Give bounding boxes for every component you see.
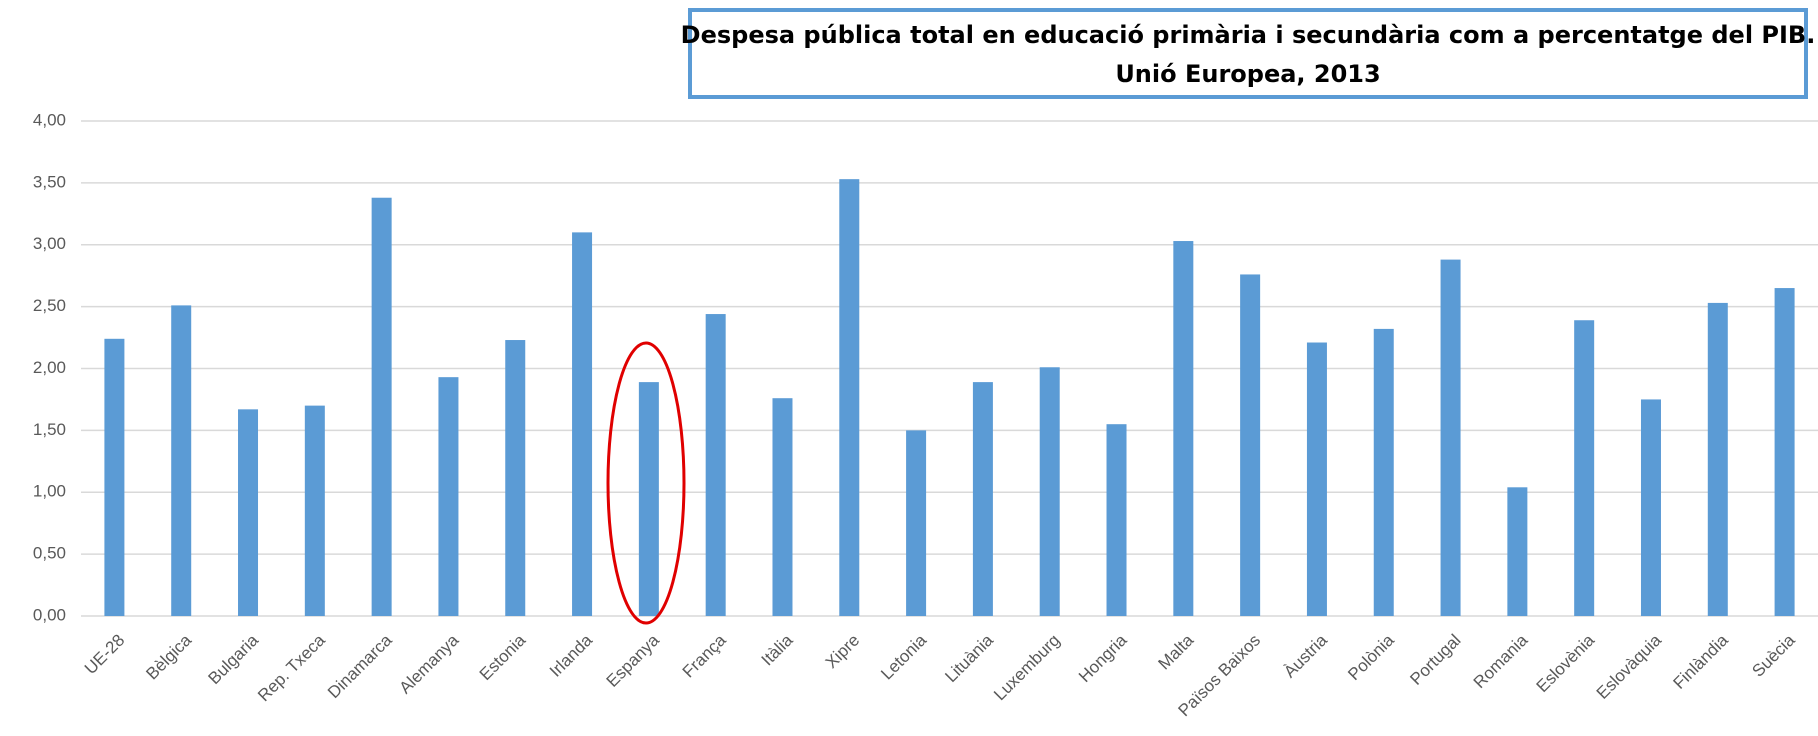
bar: [572, 232, 593, 616]
plot: 0,00 0,50 1,00 1,50 2,00 2,50 3,00 3,50 4,00 UE-2…: [33, 110, 1818, 720]
x-tick-label: Eslovènia: [1533, 630, 1599, 696]
bar: [1440, 259, 1461, 616]
y-tick-label: 1,00: [33, 482, 66, 501]
x-tick-label: Suècia: [1748, 630, 1799, 681]
bar: [972, 382, 993, 616]
bar: [1707, 302, 1728, 616]
bar: [1240, 274, 1261, 616]
bar: [906, 430, 927, 616]
bar: [1574, 320, 1595, 616]
bar: [104, 338, 125, 616]
bar: [1373, 328, 1394, 616]
y-tick-label: 0,50: [33, 544, 66, 563]
x-tick-label: Rep. Txeca: [254, 630, 329, 705]
x-tick-label: Hongria: [1075, 630, 1131, 686]
bar: [1173, 241, 1194, 616]
x-tick-label: Irlanda: [546, 630, 597, 681]
bar: [1640, 399, 1661, 616]
bar: [505, 340, 526, 616]
x-tick-label: Malta: [1154, 630, 1197, 673]
highlight-ellipse: [606, 341, 686, 625]
y-tick-label: 3,50: [33, 172, 66, 191]
bar: [438, 377, 459, 616]
bar: [1306, 342, 1327, 616]
x-tick-label: Portugal: [1406, 631, 1464, 689]
title-box: [688, 8, 1808, 99]
x-tick-label: Polònia: [1344, 630, 1398, 684]
x-tick-label: Finlàndia: [1670, 630, 1733, 693]
x-tick-label: França: [679, 630, 730, 681]
x-tick-label: Dinamarca: [324, 630, 396, 702]
chart-title: Despesa pública total en educació primàr…: [681, 21, 1816, 49]
bar: [1774, 288, 1795, 616]
y-tick-label: 3,00: [33, 234, 66, 253]
bar: [638, 382, 659, 616]
y-tick-label: 2,50: [33, 296, 66, 315]
x-tick-label: Espanya: [603, 630, 664, 691]
x-tick-label: Luxemburg: [990, 631, 1064, 705]
x-tick-label: Bèlgica: [142, 630, 195, 683]
x-tick-label: Bulgaria: [204, 630, 262, 688]
bar: [171, 305, 192, 616]
x-tick-label: UE-28: [81, 631, 129, 679]
bar: [238, 409, 259, 616]
chart-title: Unió Europea, 2013: [1115, 60, 1380, 88]
y-tick-label: 0,00: [33, 605, 66, 624]
bar: [772, 398, 793, 616]
x-tick-label: Letonia: [877, 630, 930, 683]
x-tick-label: Àustria: [1280, 630, 1331, 681]
x-tick-label: Eslovàquia: [1593, 630, 1666, 703]
bar: [839, 179, 860, 616]
x-tick-label: Xipre: [822, 631, 863, 672]
bar: [1039, 367, 1060, 616]
x-tick-label: Itàlia: [758, 630, 797, 669]
y-tick-label: 1,50: [33, 420, 66, 439]
bar: [371, 197, 392, 616]
bar: [705, 314, 726, 616]
bar: [1106, 424, 1127, 616]
x-tick-label: Alemanya: [396, 630, 463, 697]
x-tick-label: Estonia: [476, 630, 530, 684]
x-tick-label: Romania: [1470, 630, 1532, 692]
y-tick-label: 4,00: [33, 110, 66, 129]
y-tick-label: 2,00: [33, 358, 66, 377]
x-tick-label: Lituània: [941, 630, 997, 686]
bar: [304, 405, 325, 616]
bar: [1507, 487, 1528, 616]
